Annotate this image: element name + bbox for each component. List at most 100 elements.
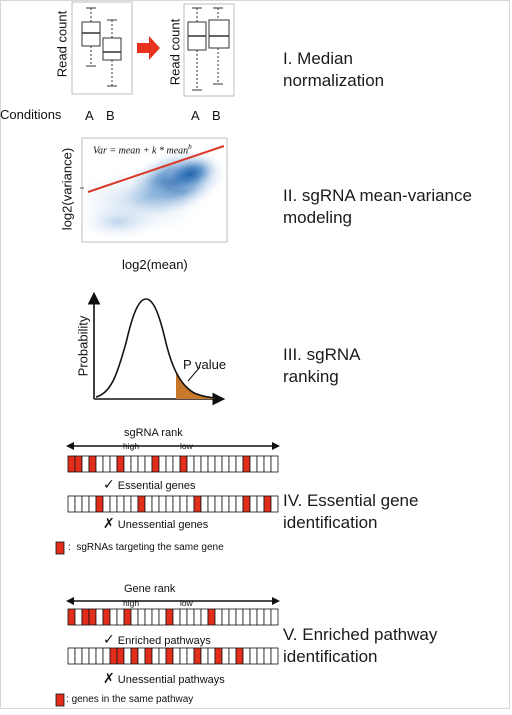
- panel5-row1-cell: [249, 608, 258, 626]
- panel5-row2-cell: [151, 647, 160, 665]
- panel4-row2-cell: [172, 495, 181, 513]
- panel4-row1-cell: [221, 455, 230, 473]
- panel4-row2-cell: [67, 495, 76, 513]
- panel4-row2-cell: [109, 495, 118, 513]
- step-1-line2: normalization: [283, 71, 385, 90]
- panel5-row2-cell: [137, 647, 146, 665]
- panel2-formula-base: Var = mean + k * mean: [93, 145, 189, 157]
- panel4-row1-cell: [123, 455, 132, 473]
- panel1-right-box-a: [187, 7, 207, 91]
- step-2-line1: II. sgRNA mean-variance: [283, 186, 472, 205]
- panel1-right-plot-frame: [183, 3, 235, 97]
- panel4-row1-marked-cell: [179, 455, 188, 473]
- step-2-title: II. sgRNA mean-variance modeling: [283, 185, 472, 229]
- check-icon: ✓: [103, 631, 115, 647]
- panel5-row1-cell: [74, 608, 83, 626]
- panel4-row2-caption: ✗ Unessential genes: [103, 515, 208, 532]
- step-3-line1: III. sgRNA: [283, 345, 361, 364]
- panel5-rank-arrow-right: [272, 597, 280, 605]
- panel4-legend-text: sgRNAs targeting the same gene: [76, 542, 224, 553]
- panel5-row2-cell: [172, 647, 181, 665]
- step-4-title: IV. Essential gene identification: [283, 490, 418, 534]
- panel5-row1-cell: [228, 608, 237, 626]
- panel1-right-box-b: [208, 7, 230, 85]
- panel5-row2-cell: [263, 647, 272, 665]
- panel5-row2-caption-text: Unessential pathways: [117, 674, 225, 686]
- panel4-row1-cell: [144, 455, 153, 473]
- panel4-row2-cell: [151, 495, 160, 513]
- panel4-row1-caption: ✓ Essential genes: [103, 476, 195, 493]
- panel3-pvalue-tail: [176, 373, 214, 399]
- panel4-row2-cell: [228, 495, 237, 513]
- panel5-row1-cell: [242, 608, 251, 626]
- panel4-row2-cell: [249, 495, 258, 513]
- panel4-row2-cell: [144, 495, 153, 513]
- panel5-row1-cell: [116, 608, 125, 626]
- panel5-legend: : genes in the same pathway: [66, 694, 194, 705]
- panel2-density-cloud: [82, 149, 226, 240]
- panel5-row2-marked-cell: [193, 647, 202, 665]
- panel4-row2-cell: [130, 495, 139, 513]
- panel4-rank-label: sgRNA rank: [124, 427, 183, 439]
- panel5-legend-swatch: [55, 693, 65, 707]
- panel4-row1-cell: [214, 455, 223, 473]
- panel5-row2-cell: [256, 647, 265, 665]
- panel4-rank-diagram: [55, 442, 280, 555]
- panel4-row1-cell: [81, 455, 90, 473]
- step-2-line2: modeling: [283, 208, 352, 227]
- panel4-row2-cell: [158, 495, 167, 513]
- panel4-row2-marked-cell: [242, 495, 251, 513]
- panel4-row1-cell: [186, 455, 195, 473]
- panel1-left-plot-frame: [71, 1, 133, 95]
- panel5-row2-cell: [200, 647, 209, 665]
- step-1-title: I. Median normalization: [283, 48, 384, 92]
- panel5-row2-caption: ✗ Unessential pathways: [103, 670, 225, 687]
- panel5-row1-marked-cell: [81, 608, 90, 626]
- step-1-line1: I. Median: [283, 49, 353, 68]
- panel3-pvalue-pointer: [187, 366, 201, 382]
- panel5-row1-caption-text: Enriched pathways: [117, 635, 211, 647]
- panel2-formula-exp: b: [188, 143, 192, 151]
- check-icon: ✓: [103, 476, 115, 492]
- panel5-row2-cell: [270, 647, 279, 665]
- cross-icon: ✗: [103, 515, 115, 531]
- panel4-row2-cell: [200, 495, 209, 513]
- panel5-row1-cell: [200, 608, 209, 626]
- panel5-row1-cell: [130, 608, 139, 626]
- panel4-row2-cell: [270, 495, 279, 513]
- panel4-row1-marked-cell: [151, 455, 160, 473]
- panel5-row2-marked-cell: [130, 647, 139, 665]
- panel4-row2-cell: [221, 495, 230, 513]
- panel1-left-cond-b: B: [106, 108, 115, 123]
- panel5-row1-marked-cell: [207, 608, 216, 626]
- panel5-row-unessential: [67, 647, 279, 665]
- panel4-rank-arrow-left: [66, 442, 74, 450]
- step-5-line1: V. Enriched pathway: [283, 625, 438, 644]
- panel5-row2-cell: [123, 647, 132, 665]
- panel5-row2-cell: [102, 647, 111, 665]
- panel5-row1-cell: [214, 608, 223, 626]
- panel5-row2-marked-cell: [165, 647, 174, 665]
- panel5-row1-cell: [256, 608, 265, 626]
- panel4-row1-cell: [158, 455, 167, 473]
- panel2-formula: Var = mean + k * meanb: [93, 143, 192, 156]
- panel2-xlabel: log2(mean): [122, 257, 188, 272]
- panel4-row-essential: [67, 455, 279, 473]
- panel4-row2-cell: [116, 495, 125, 513]
- panel5-rank-arrow-left: [66, 597, 74, 605]
- panel5-row1-cell: [221, 608, 230, 626]
- panel1-left-cond-a: A: [85, 108, 94, 123]
- panel5-row2-cell: [228, 647, 237, 665]
- panel5-row1-cell: [263, 608, 272, 626]
- panel5-row2-cell: [207, 647, 216, 665]
- panel4-row2-marked-cell: [263, 495, 272, 513]
- panel4-row1-cell: [235, 455, 244, 473]
- panel4-row1-cell: [102, 455, 111, 473]
- panel5-row1-cell: [137, 608, 146, 626]
- panel3-pvalue-label: P value: [183, 357, 227, 372]
- panel1-right-cond-a: A: [191, 108, 200, 123]
- panel4-row1-cell: [263, 455, 272, 473]
- panel5-row2-cell: [95, 647, 104, 665]
- panel4-row2-cell: [81, 495, 90, 513]
- panel4-legend-swatch: [55, 541, 65, 555]
